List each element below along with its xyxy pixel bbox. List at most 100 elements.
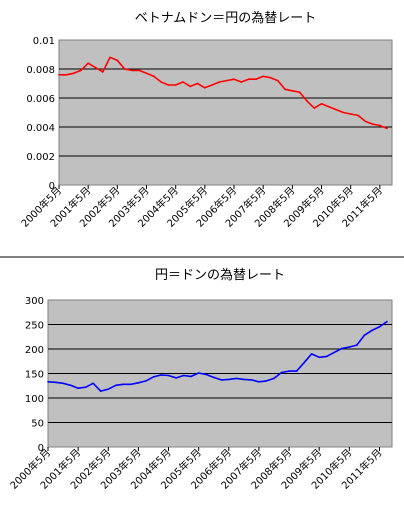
data-point xyxy=(138,69,140,72)
data-point xyxy=(295,370,298,372)
y-tick-label: 250 xyxy=(25,321,44,332)
data-point xyxy=(54,381,57,384)
vnd-jpy-chart: ベトナムドン＝円の為替レート0.010.0080.0060.0040.00202… xyxy=(18,10,393,230)
data-point xyxy=(298,91,301,93)
data-point xyxy=(386,320,388,323)
data-point xyxy=(190,375,192,378)
data-point xyxy=(320,103,323,105)
y-tick-label: 0.002 xyxy=(26,152,55,163)
y-tick-label: 0.006 xyxy=(26,94,55,105)
data-point xyxy=(102,71,104,73)
data-point xyxy=(356,344,358,346)
data-point xyxy=(145,380,147,382)
data-point xyxy=(357,114,359,117)
data-point xyxy=(235,377,238,380)
data-point xyxy=(341,347,343,350)
data-point xyxy=(69,384,72,387)
data-point xyxy=(80,69,82,72)
data-point xyxy=(175,377,177,379)
data-point xyxy=(228,378,230,381)
data-point xyxy=(328,105,330,108)
data-point xyxy=(109,56,111,59)
y-tick-label: 200 xyxy=(25,345,44,356)
chart-title: 円＝ドンの為替レート xyxy=(155,267,285,283)
data-point xyxy=(167,84,170,86)
data-point xyxy=(386,127,388,130)
data-point xyxy=(363,334,366,337)
data-point xyxy=(174,84,177,86)
data-point xyxy=(72,72,75,75)
y-tick-label: 0 xyxy=(49,181,55,192)
plot-area xyxy=(58,39,393,186)
data-point xyxy=(99,390,102,392)
data-point xyxy=(47,381,49,383)
series-line xyxy=(47,320,388,392)
data-point xyxy=(364,120,367,122)
data-point xyxy=(243,378,245,381)
data-point xyxy=(131,69,133,72)
data-point xyxy=(92,382,94,385)
data-point xyxy=(211,84,213,86)
data-point xyxy=(160,81,162,83)
data-point xyxy=(116,59,119,62)
data-point xyxy=(371,329,373,332)
y-tick-label: 150 xyxy=(25,370,44,381)
data-point xyxy=(94,66,97,69)
data-point xyxy=(160,374,162,376)
data-point xyxy=(137,382,140,384)
data-point xyxy=(247,78,250,80)
data-point xyxy=(189,85,192,88)
data-point xyxy=(288,370,290,372)
data-point xyxy=(303,361,305,364)
data-point xyxy=(58,74,60,76)
data-point xyxy=(284,88,286,91)
data-point xyxy=(107,388,110,391)
data-point xyxy=(123,68,126,70)
data-point xyxy=(349,113,352,115)
data-point xyxy=(335,108,337,111)
data-point xyxy=(205,373,207,376)
data-point xyxy=(65,74,68,76)
data-point xyxy=(182,81,184,83)
data-point xyxy=(240,81,243,83)
chart-title: ベトナムドン＝円の為替レート xyxy=(135,10,317,26)
data-point xyxy=(310,353,313,355)
data-point xyxy=(197,372,200,374)
data-point xyxy=(313,107,316,109)
y-tick-label: 50 xyxy=(31,419,44,430)
jpy-vnd-chart: 円＝ドンの為替レート3002502001501005002000年5月2001年… xyxy=(7,267,393,492)
data-point xyxy=(269,76,272,79)
data-point xyxy=(333,351,336,354)
data-point xyxy=(122,383,125,386)
data-point xyxy=(77,387,79,390)
series-line xyxy=(59,56,388,130)
data-point xyxy=(196,82,199,85)
data-point xyxy=(371,123,374,125)
data-point xyxy=(167,374,170,377)
data-point xyxy=(318,356,321,359)
data-point xyxy=(212,376,215,379)
data-point xyxy=(258,381,260,383)
y-tick-label: 0.004 xyxy=(26,123,55,134)
data-point xyxy=(262,75,265,78)
data-point xyxy=(250,379,253,381)
data-point xyxy=(87,62,89,64)
data-point xyxy=(218,81,221,83)
data-point xyxy=(130,383,132,386)
data-point xyxy=(348,346,351,348)
data-point xyxy=(152,376,155,378)
data-point xyxy=(153,75,155,78)
data-point xyxy=(115,384,117,387)
data-point xyxy=(325,355,328,358)
data-point xyxy=(277,79,279,82)
data-point xyxy=(291,90,294,92)
data-point xyxy=(62,382,64,385)
data-point xyxy=(204,87,206,89)
data-point xyxy=(145,72,148,75)
data-point xyxy=(225,79,228,82)
data-point xyxy=(220,379,223,381)
data-point xyxy=(378,326,381,328)
y-tick-label: 0 xyxy=(38,443,44,454)
data-point xyxy=(265,380,268,382)
